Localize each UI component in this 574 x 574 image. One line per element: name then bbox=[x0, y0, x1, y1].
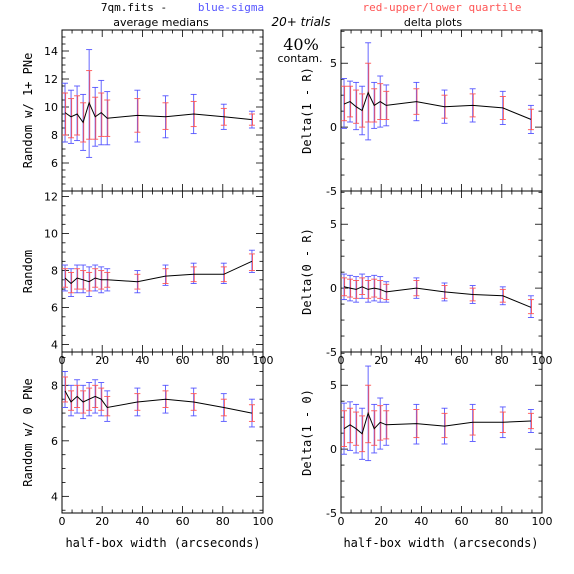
median-line bbox=[343, 286, 532, 308]
plot-frame bbox=[340, 351, 543, 514]
panel-delta-1r: -5 0 5 Delta(1 - R) bbox=[300, 29, 543, 198]
x-tick-label: 20 bbox=[374, 354, 388, 367]
y-tick-label: -5 bbox=[326, 507, 337, 520]
y-tick-label: 0 bbox=[330, 121, 337, 134]
y-tick-label: 10 bbox=[44, 228, 58, 241]
contamination-label: contam. bbox=[277, 52, 322, 65]
x-tick-label: 20 bbox=[95, 515, 109, 528]
x-tick-label: 40 bbox=[135, 515, 149, 528]
y-tick-label: 8 bbox=[51, 265, 58, 278]
y-tick-label: 5 bbox=[330, 218, 337, 231]
left-xlabel: half-box width (arcseconds) bbox=[65, 536, 260, 550]
y-tick-label: 12 bbox=[44, 191, 58, 204]
median-line bbox=[343, 91, 532, 120]
median-line bbox=[64, 101, 252, 124]
y-tick-label: 5 bbox=[330, 57, 337, 70]
x-tick-label: 20 bbox=[374, 515, 388, 528]
panel-avg-1plus: 6 8 10 12 14 Random w/ 1+ PNe bbox=[21, 29, 264, 192]
x-tick-label: 60 bbox=[455, 354, 469, 367]
x-tick-label: 80 bbox=[216, 515, 230, 528]
x-tick-label: 100 bbox=[253, 515, 274, 528]
plot-frame bbox=[61, 190, 264, 353]
x-tick-label: 40 bbox=[414, 354, 428, 367]
y-tick-label: 6 bbox=[51, 302, 58, 315]
y-axis-label: Random bbox=[21, 250, 35, 293]
x-tick-label: 100 bbox=[532, 515, 553, 528]
x-tick-label: 60 bbox=[176, 354, 190, 367]
x-tick-label: 60 bbox=[455, 515, 469, 528]
y-tick-label: 8 bbox=[51, 129, 58, 142]
y-tick-label: 4 bbox=[51, 339, 58, 352]
y-tick-label: 5 bbox=[330, 379, 337, 392]
x-tick-label: 60 bbox=[176, 515, 190, 528]
x-tick-label: 0 bbox=[59, 515, 66, 528]
y-tick-label: -5 bbox=[326, 185, 337, 198]
y-axis-label: Delta(1 - R) bbox=[300, 67, 314, 154]
y-tick-label: 0 bbox=[330, 282, 337, 295]
y-axis-label: Random w/ 0 PNe bbox=[21, 378, 35, 486]
x-tick-label: 0 bbox=[338, 515, 345, 528]
y-tick-label: 14 bbox=[44, 45, 58, 58]
y-axis-label: Delta(0 - R) bbox=[300, 228, 314, 315]
median-line bbox=[64, 390, 252, 414]
y-tick-label: 4 bbox=[51, 490, 58, 503]
y-axis-label: Delta(1 - 0) bbox=[300, 389, 314, 476]
right-column-title: delta plots bbox=[404, 16, 462, 29]
contamination-value: 40% bbox=[283, 35, 319, 54]
x-tick-label: 80 bbox=[216, 354, 230, 367]
right-xlabel: half-box width (arcseconds) bbox=[343, 536, 538, 550]
median-line bbox=[64, 260, 253, 285]
plot-frame bbox=[340, 29, 543, 192]
y-tick-label: 6 bbox=[51, 435, 58, 448]
x-tick-label: 80 bbox=[495, 354, 509, 367]
trials-label: 20+ trials bbox=[271, 15, 330, 29]
header-red-label: red-upper/lower quartile bbox=[363, 1, 522, 14]
left-column-title: average medians bbox=[113, 16, 209, 29]
x-tick-label: 40 bbox=[414, 515, 428, 528]
x-tick-label: 20 bbox=[95, 354, 109, 367]
y-tick-label: 8 bbox=[51, 379, 58, 392]
y-axis-label: Random w/ 1+ PNe bbox=[21, 53, 35, 169]
y-tick-label: 0 bbox=[330, 443, 337, 456]
y-tick-label: 12 bbox=[44, 73, 58, 86]
plot-frame bbox=[340, 190, 543, 353]
x-tick-label: 80 bbox=[495, 515, 509, 528]
header-prefix: 7qm.fits - bbox=[101, 1, 167, 14]
y-tick-label: 10 bbox=[44, 101, 58, 114]
y-tick-label: -5 bbox=[326, 346, 337, 359]
y-tick-label: 6 bbox=[51, 157, 58, 170]
panel-avg-0pne: 0 20 40 60 80 100 4 6 8 Random w/ 0 PNe bbox=[21, 351, 274, 528]
header-blue-label: blue-sigma bbox=[198, 1, 264, 14]
x-tick-label: 40 bbox=[135, 354, 149, 367]
median-line bbox=[343, 411, 531, 435]
plot-frame bbox=[61, 351, 264, 514]
